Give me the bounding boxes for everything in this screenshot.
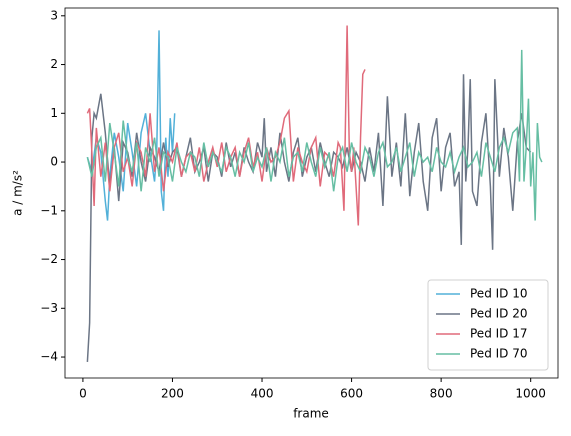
x-tick-label: 0 (79, 387, 87, 401)
legend-label: Ped ID 10 (470, 287, 528, 301)
y-axis-label: a / m/s² (11, 170, 25, 216)
x-axis-label: frame (293, 407, 329, 421)
x-tick-label: 200 (161, 387, 184, 401)
series-line (86, 25, 366, 226)
y-tick-label: −3 (40, 301, 58, 315)
x-tick-label: 800 (430, 387, 453, 401)
y-tick-label: 3 (50, 8, 58, 22)
y-tick-label: 1 (50, 106, 58, 120)
y-tick-label: −2 (40, 252, 58, 266)
plot-frame (64, 7, 559, 379)
legend-label: Ped ID 20 (470, 307, 528, 321)
y-tick-label: −4 (40, 350, 58, 364)
y-tick-label: −1 (40, 203, 58, 217)
x-tick-label: 1000 (515, 387, 546, 401)
legend-box (427, 279, 549, 371)
y-tick-label: 0 (50, 155, 58, 169)
legend-label: Ped ID 70 (470, 347, 528, 361)
x-tick-label: 600 (340, 387, 363, 401)
series-line (86, 30, 176, 221)
legend-label: Ped ID 17 (470, 327, 528, 341)
x-tick-label: 400 (251, 387, 274, 401)
y-tick-label: 2 (50, 57, 58, 71)
series-line (86, 49, 543, 221)
